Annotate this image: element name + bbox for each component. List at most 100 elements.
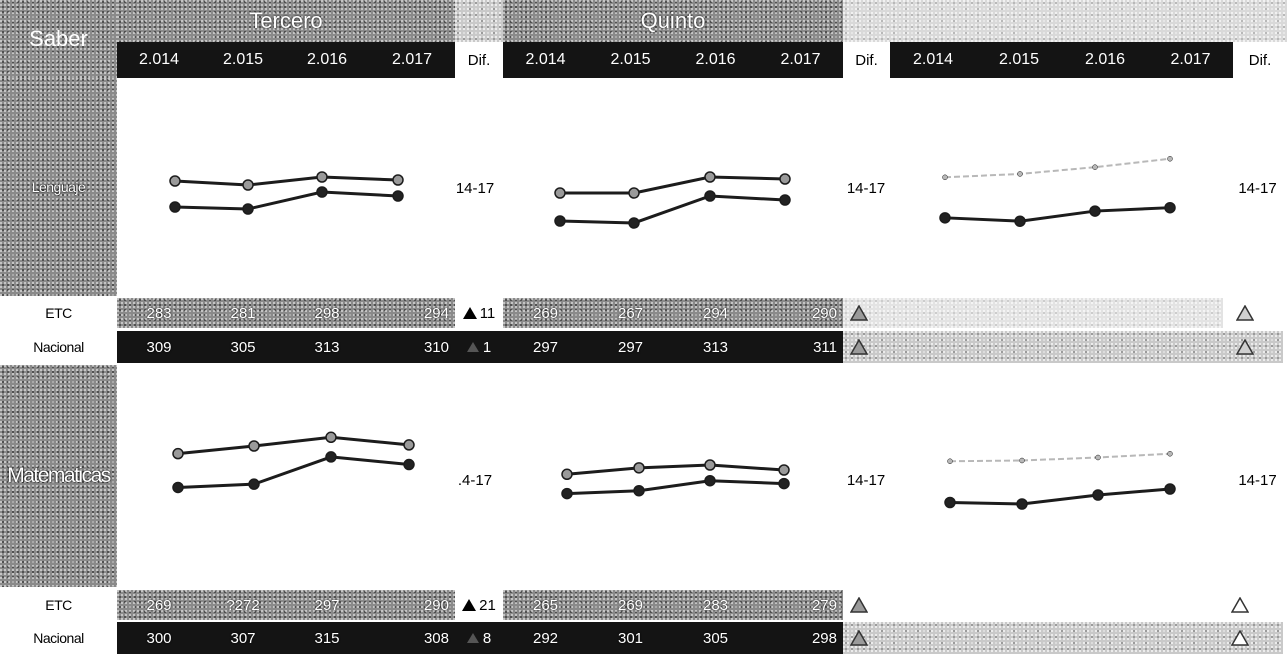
- data-point: [403, 439, 415, 451]
- dif-cell: 11: [455, 298, 503, 328]
- value-cell: 269: [146, 596, 172, 614]
- dif-value: 21: [479, 596, 496, 614]
- data-point: [628, 217, 640, 229]
- data-point: [947, 458, 953, 464]
- data-point: [942, 174, 948, 181]
- value-cell: 290: [423, 596, 449, 614]
- triangle-icon: [1233, 331, 1257, 363]
- data-point: [1092, 489, 1104, 501]
- range-label: 14-17: [1238, 179, 1277, 197]
- series-line: [177, 435, 410, 456]
- subject-label: Lenguaje: [31, 179, 86, 195]
- data-point: [392, 190, 404, 202]
- series-line: [559, 194, 786, 225]
- data-point: [1167, 451, 1173, 457]
- data-point: [704, 171, 716, 183]
- third-group-header-band: [843, 0, 1287, 42]
- data-point: [704, 459, 716, 471]
- data-point: [1019, 457, 1025, 464]
- year-header: 2.017: [780, 51, 821, 68]
- series-line: [944, 206, 1171, 223]
- data-point: [1164, 201, 1176, 214]
- value-cell: 265: [532, 596, 559, 614]
- series-line: [566, 479, 785, 496]
- triangle-icon: [847, 622, 871, 654]
- series-line: [944, 157, 1171, 179]
- years-bar-third: [890, 42, 1233, 78]
- value-cell: 283: [146, 304, 172, 322]
- value-cell: 297: [532, 338, 559, 356]
- data-point: [554, 215, 566, 227]
- data-point: [1014, 215, 1026, 227]
- value-cell: 301: [617, 629, 644, 647]
- value-cell: ?272: [226, 596, 260, 614]
- data-point: [633, 484, 645, 497]
- data-point: [169, 201, 181, 213]
- range-label: 14-17: [1238, 471, 1277, 489]
- year-header: 2.016: [695, 51, 736, 68]
- data-point: [561, 487, 573, 500]
- year-header: 2.016: [1084, 51, 1126, 68]
- triangle-icon: [1228, 590, 1252, 620]
- series-line: [174, 190, 399, 211]
- data-point: [242, 203, 254, 215]
- year-header: 2.017: [391, 51, 433, 68]
- value-cell: 269: [532, 304, 559, 322]
- data-point: [169, 175, 181, 187]
- value-cell: 298: [314, 304, 340, 322]
- data-point: [939, 212, 951, 224]
- value-cell: 269: [617, 596, 644, 614]
- value-cell: 297: [314, 596, 340, 614]
- triangle-icon: [1233, 298, 1257, 328]
- data-point: [1167, 156, 1173, 162]
- subject-lenguaje: Lenguaje: [0, 78, 117, 296]
- data-point: [1092, 164, 1098, 170]
- dif-value: 11: [479, 304, 496, 322]
- value-cell: 308: [423, 629, 449, 647]
- dif-header-spacer: [455, 0, 503, 42]
- data-point: [778, 464, 790, 476]
- grade-label: Quinto: [640, 8, 706, 33]
- year-header: 2.014: [138, 51, 180, 68]
- row-band: [503, 298, 843, 328]
- value-cell: 297: [617, 338, 644, 356]
- row-label-etc: ETC: [45, 305, 72, 321]
- grade-label: Tercero: [249, 8, 323, 33]
- value-cell: 267: [617, 304, 644, 322]
- data-point: [1016, 498, 1028, 510]
- row-band: [117, 590, 455, 620]
- year-header: 2.014: [525, 51, 566, 68]
- value-cell: 279: [811, 596, 837, 614]
- value-cell: 315: [314, 629, 340, 647]
- series-line: [949, 452, 1171, 463]
- row-band: [117, 622, 503, 654]
- year-header: 2.015: [610, 51, 651, 68]
- data-point: [1089, 205, 1101, 217]
- dif-cell: 1: [455, 331, 503, 363]
- triangle-icon: [466, 633, 479, 643]
- value-cell: 309: [146, 338, 172, 356]
- row-band: [503, 331, 843, 363]
- year-header: 2.014: [912, 51, 954, 68]
- value-cell: 313: [702, 338, 729, 356]
- row-band: [503, 622, 843, 654]
- data-point: [392, 174, 404, 186]
- value-cell: 294: [702, 304, 729, 322]
- triangle-icon: [847, 298, 871, 328]
- data-point: [172, 447, 184, 460]
- saber-label: Saber: [29, 26, 88, 51]
- row-label-etc: ETC: [45, 597, 72, 613]
- value-cell: 294: [423, 304, 449, 322]
- year-header: 2.016: [306, 51, 348, 68]
- data-point: [704, 474, 716, 487]
- triangle-icon: [1228, 622, 1252, 654]
- data-point: [1164, 483, 1176, 495]
- row-label-nacional: Nacional: [33, 630, 84, 646]
- row-band: [843, 331, 1283, 363]
- triangle-icon: [466, 342, 479, 352]
- data-point: [779, 173, 791, 185]
- value-cell: 281: [230, 304, 256, 322]
- value-cell: 305: [230, 338, 256, 356]
- dif-header: Dif.: [843, 42, 890, 78]
- years-bar-quinto: [503, 42, 843, 78]
